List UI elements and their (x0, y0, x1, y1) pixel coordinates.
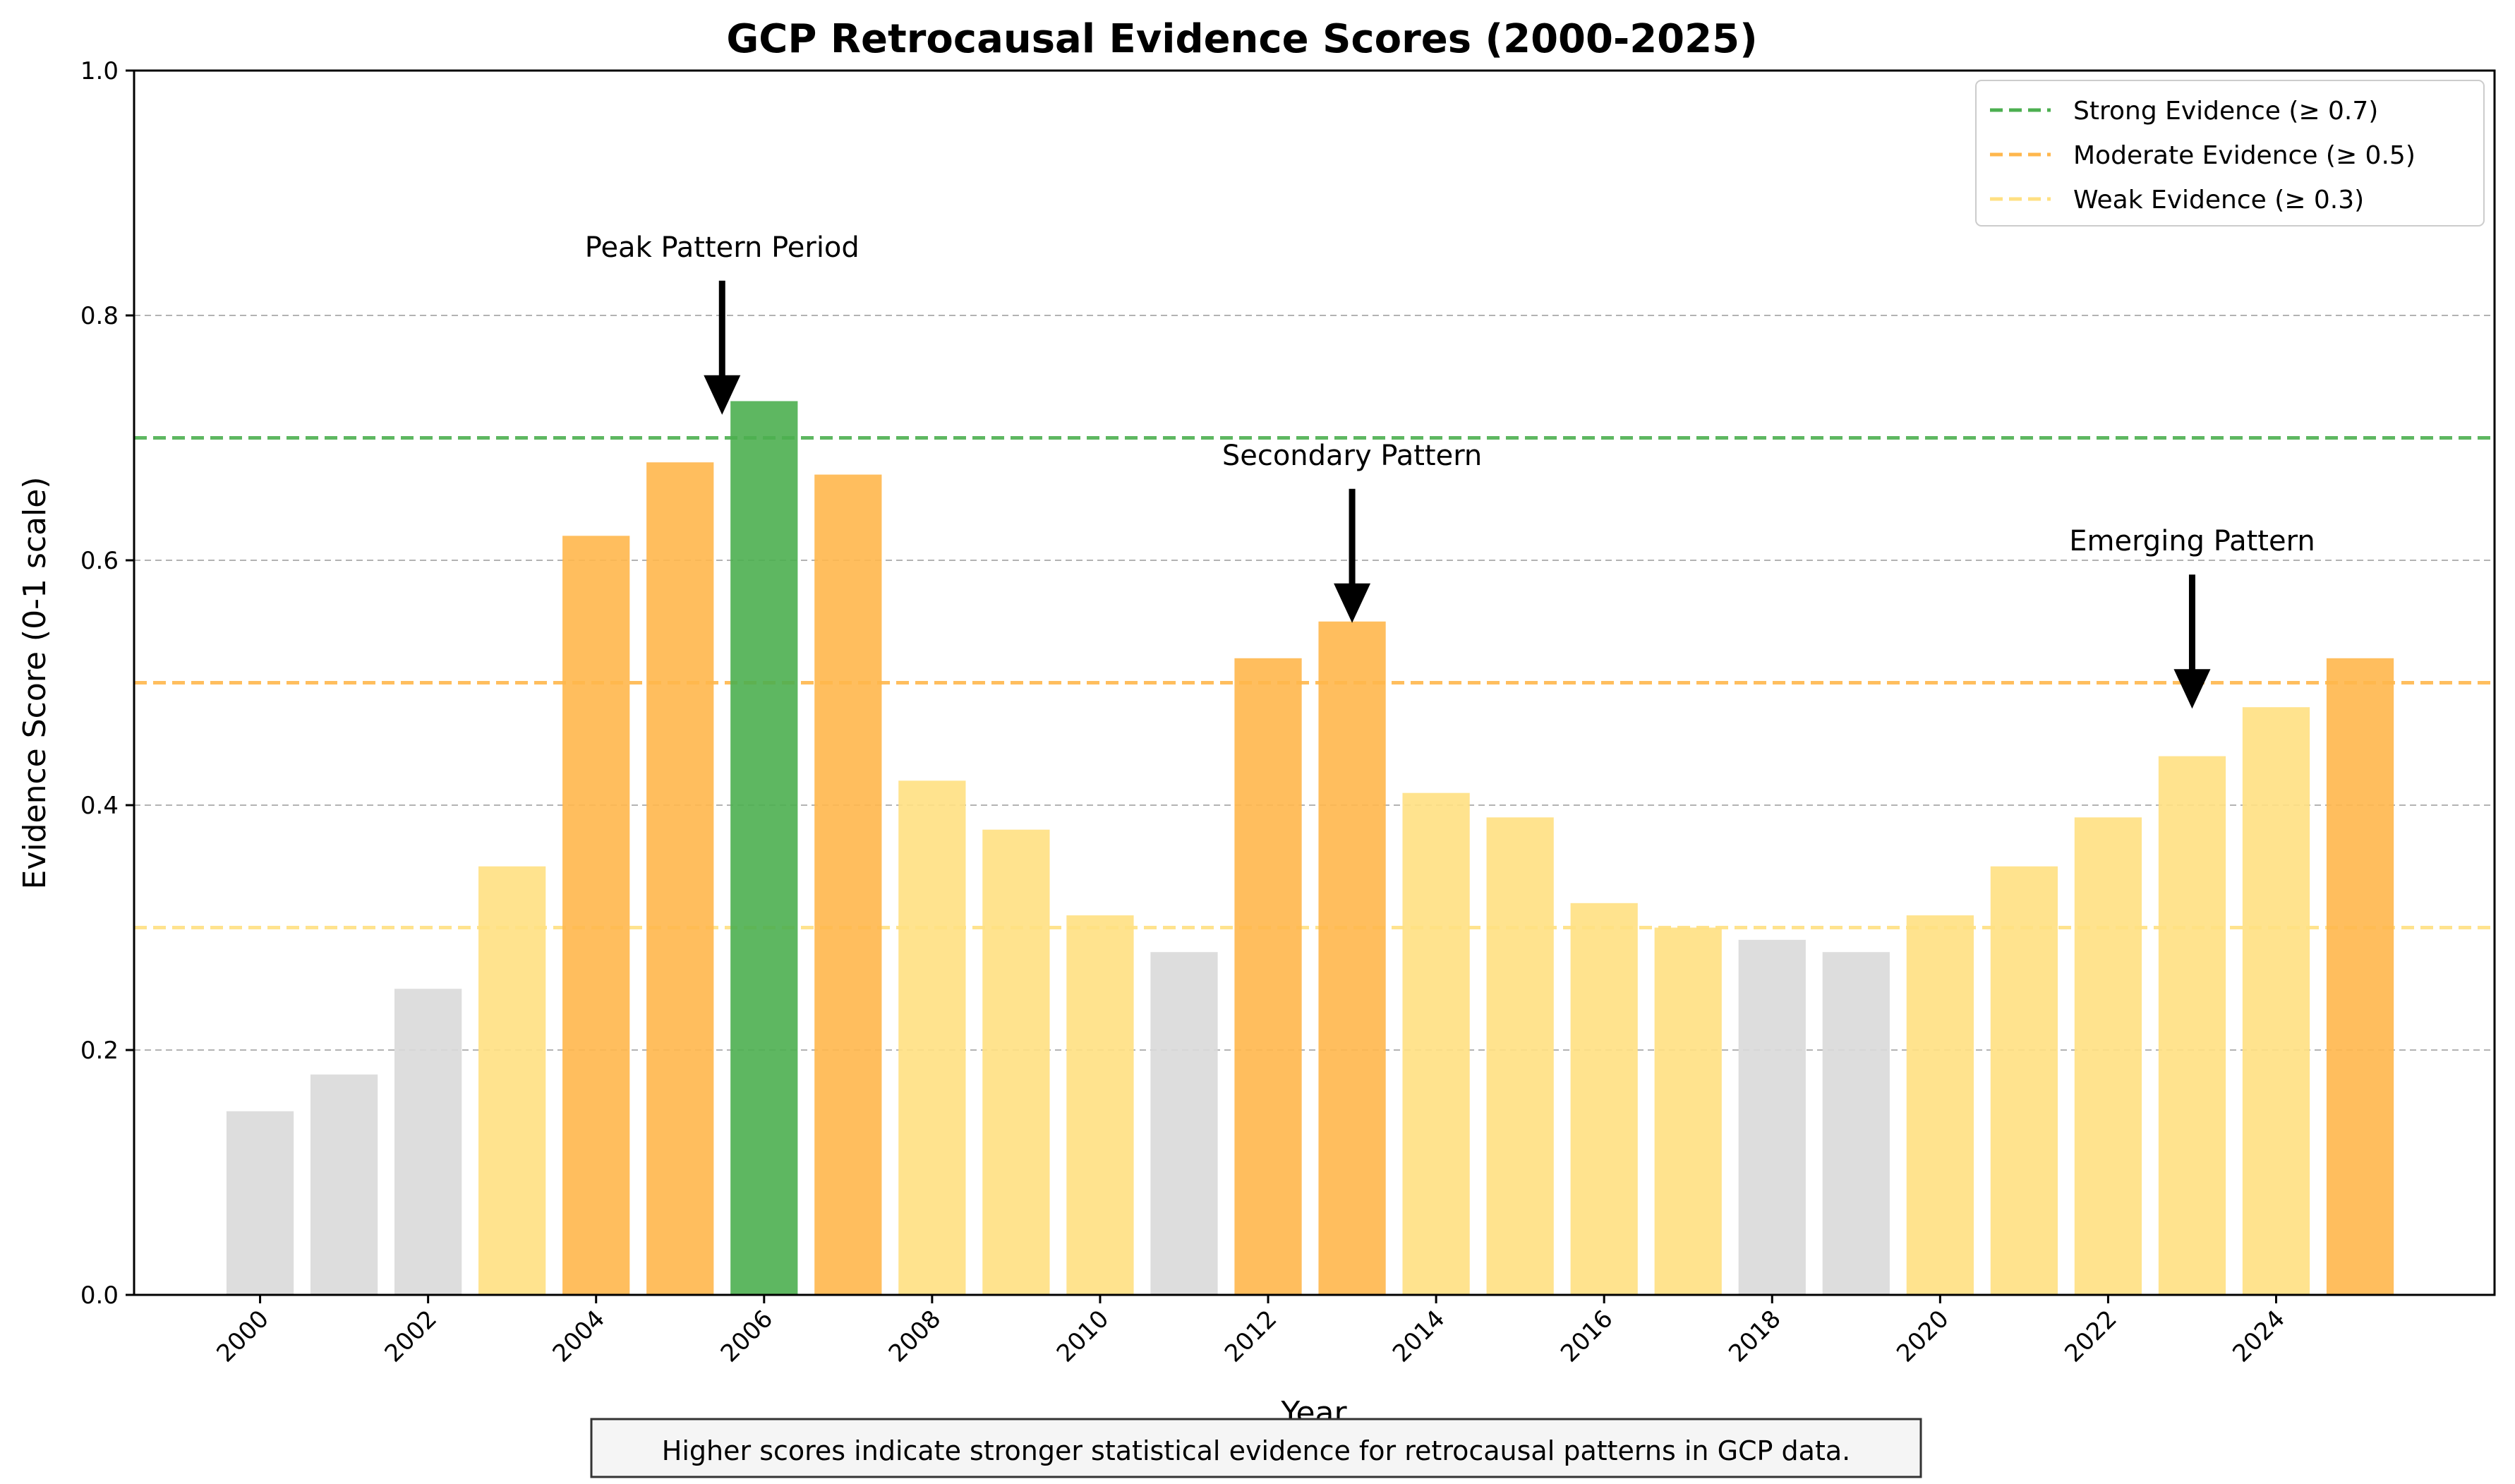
y-tick-label-5: 1.0 (80, 57, 119, 85)
bar-2010 (1066, 915, 1134, 1295)
annotation-arrow-head-0 (704, 375, 741, 415)
x-tick-label-12: 2024 (2227, 1305, 2290, 1368)
x-tick-label-9: 2018 (1723, 1305, 1786, 1368)
y-axis: 0.0 0.2 0.4 0.6 0.8 1.0 (80, 57, 134, 1310)
bar-2007 (814, 474, 882, 1295)
legend: Strong Evidence (≥ 0.7) Moderate Evidence… (1975, 80, 2485, 227)
bar-2023 (2158, 756, 2226, 1295)
footnote-text: Higher scores indicate stronger statisti… (662, 1435, 1850, 1466)
plot-frame (133, 69, 2496, 1296)
annotation-text-0: Peak Pattern Period (585, 231, 860, 264)
bar-2021 (1990, 866, 2058, 1295)
bar-2014 (1402, 792, 1470, 1295)
x-tick-label-1: 2002 (380, 1305, 442, 1368)
y-axis-label: Evidence Score (0-1 scale) (17, 477, 53, 890)
legend-label-2: Weak Evidence (≥ 0.3) (2073, 186, 2364, 215)
bar-2011 (1150, 952, 1218, 1295)
y-tick-label-2: 0.4 (80, 792, 119, 820)
bar-2022 (2074, 817, 2142, 1295)
x-tick-label-7: 2014 (1387, 1305, 1450, 1368)
bar-2009 (982, 829, 1050, 1295)
bar-2005 (646, 462, 714, 1296)
annotation-text-2: Emerging Pattern (2069, 525, 2315, 557)
x-tick-label-8: 2016 (1555, 1305, 1618, 1368)
bar-2017 (1654, 927, 1722, 1295)
y-tick-label-0: 0.0 (80, 1281, 119, 1310)
x-tick-label-10: 2020 (1891, 1305, 1954, 1368)
x-tick-label-6: 2012 (1219, 1305, 1282, 1368)
x-tick-label-0: 2000 (211, 1305, 274, 1368)
x-axis: 2000 2002 2004 2006 2008 2010 2012 2014 2016 2018… (211, 1295, 2291, 1368)
annotation-arrow-head-2 (2173, 669, 2211, 709)
bar-2006 (730, 401, 798, 1296)
footnote: Higher scores indicate stronger statisti… (590, 1418, 1922, 1478)
bar-2012 (1234, 658, 1302, 1295)
legend-label-1: Moderate Evidence (≥ 0.5) (2073, 141, 2416, 170)
chart-title: GCP Retrocausal Evidence Scores (2000-20… (726, 16, 1757, 62)
x-tick-label-5: 2010 (1051, 1305, 1114, 1368)
bar-2018 (1738, 939, 1806, 1295)
y-tick-label-3: 0.6 (80, 547, 119, 575)
y-tick-label-4: 0.8 (80, 302, 119, 330)
x-tick-label-3: 2006 (716, 1305, 778, 1368)
bar-2016 (1570, 903, 1638, 1295)
bar-2004 (562, 536, 630, 1295)
legend-box (1975, 80, 2485, 227)
bar-2013 (1318, 621, 1386, 1295)
annotation-arrow-head-1 (1334, 583, 1371, 623)
bar-2025 (2326, 658, 2394, 1295)
bar-2003 (478, 866, 546, 1295)
legend-label-0: Strong Evidence (≥ 0.7) (2073, 97, 2378, 126)
x-tick-label-4: 2008 (883, 1305, 946, 1368)
footnote-box (590, 1418, 1922, 1478)
x-tick-label-2: 2004 (548, 1305, 610, 1368)
bar-2019 (1822, 952, 1890, 1295)
bar-2015 (1486, 817, 1554, 1295)
bar-2000 (226, 1111, 294, 1295)
y-tick-label-1: 0.2 (80, 1037, 119, 1065)
annotations: Peak Pattern Period Secondary Pattern Emer… (585, 231, 2315, 709)
x-tick-label-11: 2022 (2059, 1305, 2122, 1368)
bar-2020 (1906, 915, 1974, 1295)
annotation-text-1: Secondary Pattern (1222, 440, 1482, 472)
bar-2008 (898, 780, 966, 1295)
bar-2002 (394, 989, 462, 1295)
bar-2001 (310, 1074, 378, 1295)
bars (226, 401, 2394, 1296)
bar-2024 (2242, 707, 2310, 1295)
